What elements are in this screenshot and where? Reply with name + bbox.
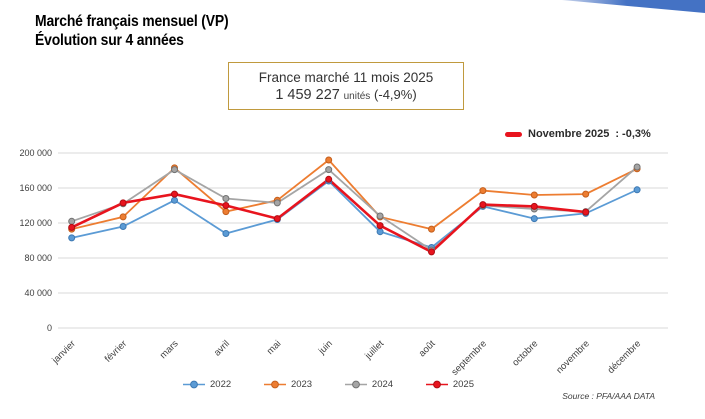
legend-marker-icon (344, 380, 367, 388)
marker-2025 (325, 175, 333, 183)
marker-2025 (68, 223, 76, 231)
legend-dot (432, 380, 441, 388)
x-tick-label: décembre (606, 338, 644, 376)
legend-dot (352, 380, 360, 388)
marker-2023 (222, 208, 230, 216)
legend-item-2024: 2024 (344, 379, 393, 390)
highlight-label: Novembre 2025 (528, 128, 610, 140)
x-tick-label: septembre (450, 338, 490, 378)
summary-line: France marché 11 mois 2025 (258, 69, 434, 85)
y-tick-label: 120 000 (19, 218, 52, 228)
marker-2025 (171, 190, 178, 198)
y-tick-label: 80 000 (24, 253, 52, 263)
market-summary-box: France marché 11 mois 2025 1 459 227 uni… (228, 62, 464, 110)
x-tick-label: novembre (554, 338, 592, 376)
marker-2022 (171, 196, 178, 204)
marker-2023 (530, 191, 538, 199)
red-dash-icon (505, 131, 522, 137)
marker-2022 (376, 228, 384, 236)
title-line-1: Marché français mensuel (VP) (35, 13, 229, 30)
x-tick-label: mai (265, 338, 284, 357)
highlight-legend: Novembre 2025 : -0,3% (505, 126, 651, 142)
x-tick-label: février (103, 338, 129, 364)
x-tick-label: juin (316, 338, 335, 357)
legend-label: 2023 (290, 378, 313, 390)
chart-legend: 2022 2023 2024 2025 (182, 377, 474, 391)
marker-2025 (222, 202, 230, 209)
marker-2023 (582, 190, 590, 198)
marker-2025 (273, 215, 281, 223)
series-line-2022 (71, 179, 638, 249)
marker-2022 (68, 234, 76, 242)
marker-2024 (273, 199, 281, 207)
marker-2022 (530, 215, 538, 223)
legend-item-2022: 2022 (182, 379, 231, 390)
marker-2023 (325, 156, 333, 164)
legend-label: 2022 (210, 378, 232, 390)
marker-2022 (222, 230, 230, 237)
legend-label: 2024 (371, 378, 394, 390)
x-tick-label: avril (212, 338, 232, 358)
x-tick-label: octobre (510, 338, 540, 368)
delta-value: (-4,9%) (374, 86, 417, 102)
units-label: unités (343, 90, 371, 102)
marker-2022 (633, 186, 641, 194)
legend-label: 2025 (452, 378, 474, 390)
y-tick-label: 0 (47, 323, 52, 333)
x-tick-label: janvier (50, 338, 78, 366)
marker-2024 (68, 217, 76, 225)
source-note: Source : PFA/AAA DATA (562, 391, 655, 401)
y-tick-label: 40 000 (24, 288, 52, 298)
legend-dot (271, 380, 279, 388)
legend-marker-icon (183, 380, 205, 388)
legend-item-2025: 2025 (425, 379, 474, 390)
legend-marker-icon (425, 380, 448, 388)
series-line-2023 (71, 158, 638, 231)
marker-2024 (325, 166, 333, 174)
page-title: Marché français mensuel (VP) Évolution s… (35, 12, 229, 50)
marker-2025 (479, 201, 487, 209)
marker-2025 (530, 202, 538, 210)
marker-2023 (119, 213, 127, 221)
marker-2022 (119, 223, 127, 230)
marker-2025 (582, 208, 590, 216)
y-tick-label: 160 000 (19, 183, 52, 193)
marker-2024 (633, 163, 641, 171)
marker-2025 (376, 222, 384, 230)
x-tick-label: août (417, 338, 438, 359)
title-line-2: Évolution sur 4 années (35, 32, 184, 49)
chart-svg: 0 40 000 80 000 120 000 160 000 200 000 janvie… (19, 148, 668, 378)
x-tick-label: juillet (362, 338, 386, 362)
marker-2024 (171, 166, 178, 174)
marker-2023 (479, 187, 487, 195)
legend-dot (190, 380, 198, 388)
marker-2023 (428, 225, 435, 233)
marker-2025 (119, 199, 127, 207)
highlight-value: : -0,3% (615, 128, 651, 140)
marker-2025 (428, 248, 435, 256)
marker-2024 (376, 212, 384, 220)
legend-item-2023: 2023 (263, 379, 312, 390)
units-value: 1 459 227 (275, 86, 340, 103)
y-tick-label: 200 000 (19, 148, 52, 158)
series-line-2025 (71, 177, 586, 254)
corner-decoration-icon (562, 0, 705, 13)
legend-marker-icon (263, 380, 286, 388)
x-tick-label: mars (158, 338, 181, 361)
marker-2024 (222, 195, 230, 202)
series-line-2024 (71, 166, 638, 252)
summary-figures: 1 459 227 unités (-4,9%) (275, 87, 416, 103)
